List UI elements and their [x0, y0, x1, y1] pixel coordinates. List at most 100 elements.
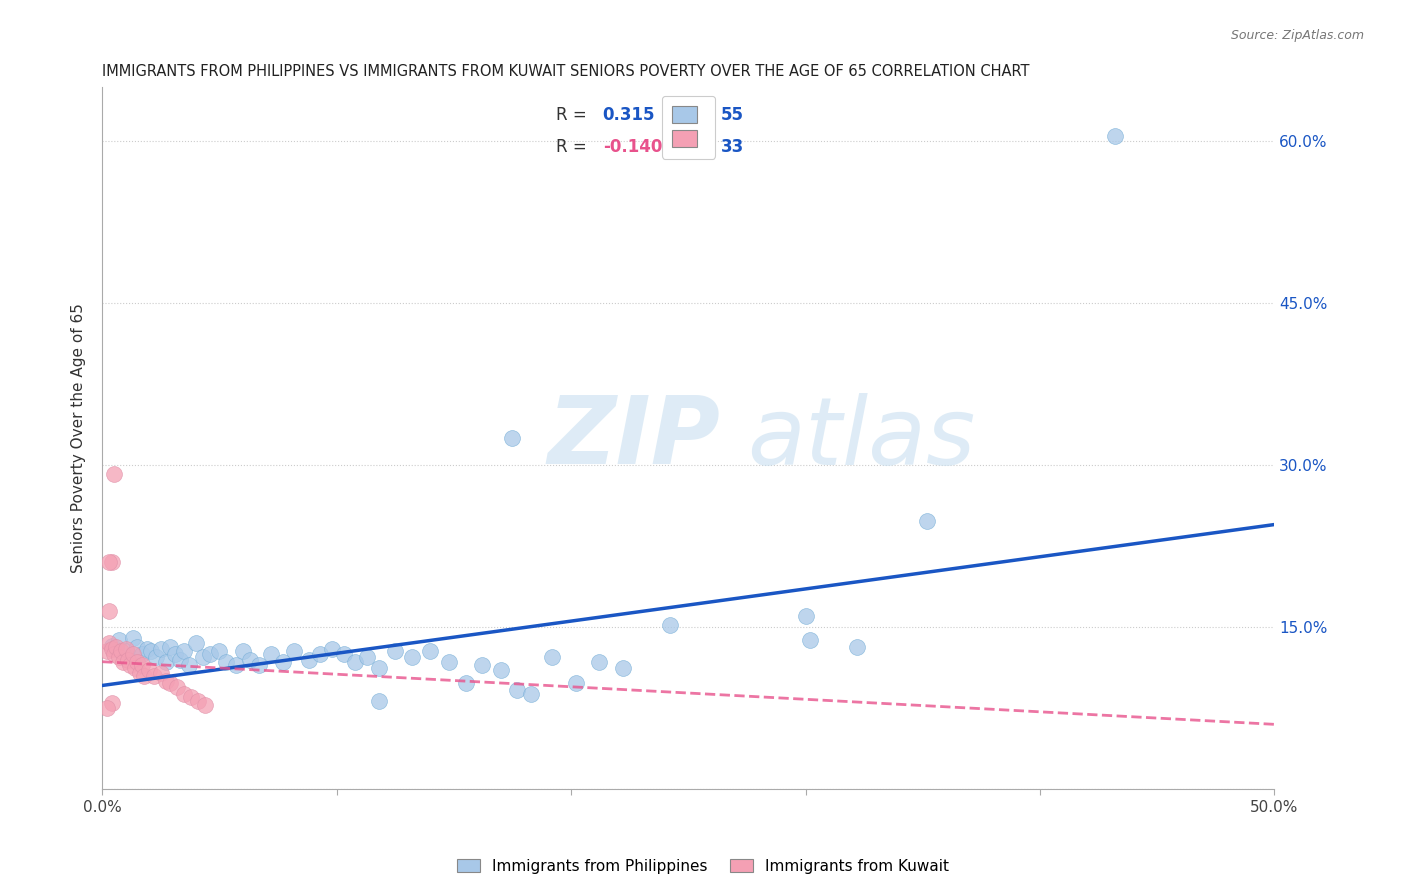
- Point: [471, 657, 494, 672]
- Point: [124, 661, 146, 675]
- Point: [208, 644, 231, 658]
- Point: [98, 604, 121, 618]
- Point: [356, 650, 378, 665]
- Point: [917, 514, 939, 528]
- Point: [520, 687, 543, 701]
- Point: [501, 431, 523, 445]
- Point: [134, 669, 156, 683]
- Point: [138, 664, 160, 678]
- Point: [173, 644, 195, 658]
- Point: [100, 639, 122, 653]
- Point: [419, 644, 441, 658]
- Point: [612, 661, 634, 675]
- Point: [114, 641, 136, 656]
- Point: [149, 665, 172, 680]
- Point: [332, 647, 354, 661]
- Point: [367, 693, 389, 707]
- Point: [309, 647, 332, 661]
- Point: [239, 652, 262, 666]
- Point: [489, 664, 512, 678]
- Point: [367, 661, 389, 675]
- Y-axis label: Seniors Poverty Over the Age of 65: Seniors Poverty Over the Age of 65: [72, 303, 86, 573]
- Point: [141, 644, 163, 658]
- Point: [260, 647, 283, 661]
- Text: R =: R =: [555, 138, 592, 156]
- Point: [177, 657, 200, 672]
- Point: [105, 640, 128, 654]
- Point: [173, 687, 195, 701]
- Point: [155, 674, 177, 689]
- Point: [121, 631, 143, 645]
- Point: [131, 647, 153, 661]
- Point: [96, 701, 118, 715]
- Point: [110, 644, 132, 658]
- Point: [187, 693, 209, 707]
- Point: [107, 650, 129, 665]
- Point: [658, 618, 681, 632]
- Point: [283, 644, 305, 658]
- Point: [799, 633, 821, 648]
- Point: [128, 665, 150, 680]
- Point: [96, 644, 118, 658]
- Point: [344, 655, 367, 669]
- Point: [100, 641, 122, 656]
- Point: [180, 690, 202, 705]
- Point: [232, 644, 254, 658]
- Point: [103, 467, 125, 481]
- Point: [247, 657, 270, 672]
- Point: [121, 647, 143, 661]
- Text: N =: N =: [676, 106, 713, 124]
- Legend: , : ,: [662, 95, 716, 159]
- Point: [107, 633, 129, 648]
- Point: [191, 650, 214, 665]
- Point: [215, 655, 238, 669]
- Point: [103, 647, 125, 661]
- Point: [159, 676, 181, 690]
- Text: ZIP: ZIP: [547, 392, 720, 484]
- Point: [98, 636, 121, 650]
- Text: 33: 33: [721, 138, 744, 156]
- Point: [454, 676, 477, 690]
- Point: [166, 680, 188, 694]
- Text: 55: 55: [721, 106, 744, 124]
- Legend: Immigrants from Philippines, Immigrants from Kuwait: Immigrants from Philippines, Immigrants …: [450, 853, 956, 880]
- Point: [384, 644, 406, 658]
- Point: [401, 650, 423, 665]
- Text: N =: N =: [676, 138, 713, 156]
- Text: 0.315: 0.315: [603, 106, 655, 124]
- Point: [114, 644, 136, 658]
- Point: [506, 682, 529, 697]
- Point: [437, 655, 460, 669]
- Text: IMMIGRANTS FROM PHILIPPINES VS IMMIGRANTS FROM KUWAIT SENIORS POVERTY OVER THE A: IMMIGRANTS FROM PHILIPPINES VS IMMIGRANT…: [103, 64, 1029, 79]
- Text: R =: R =: [555, 106, 592, 124]
- Point: [271, 655, 294, 669]
- Text: atlas: atlas: [747, 392, 976, 483]
- Text: Source: ZipAtlas.com: Source: ZipAtlas.com: [1230, 29, 1364, 42]
- Point: [100, 696, 122, 710]
- Point: [98, 555, 121, 569]
- Point: [100, 555, 122, 569]
- Point: [565, 676, 588, 690]
- Point: [169, 652, 191, 666]
- Point: [155, 655, 177, 669]
- Point: [541, 650, 564, 665]
- Point: [588, 655, 610, 669]
- Point: [184, 636, 207, 650]
- Point: [112, 655, 135, 669]
- Text: -0.140: -0.140: [603, 138, 662, 156]
- Point: [142, 669, 165, 683]
- Point: [145, 650, 167, 665]
- Point: [297, 652, 319, 666]
- Point: [127, 655, 149, 669]
- Point: [163, 647, 186, 661]
- Point: [846, 640, 869, 654]
- Point: [117, 652, 139, 666]
- Point: [135, 641, 157, 656]
- Point: [198, 647, 221, 661]
- Point: [127, 640, 149, 654]
- Point: [794, 609, 817, 624]
- Point: [194, 698, 217, 712]
- Point: [225, 657, 247, 672]
- Point: [131, 657, 153, 672]
- Point: [159, 640, 181, 654]
